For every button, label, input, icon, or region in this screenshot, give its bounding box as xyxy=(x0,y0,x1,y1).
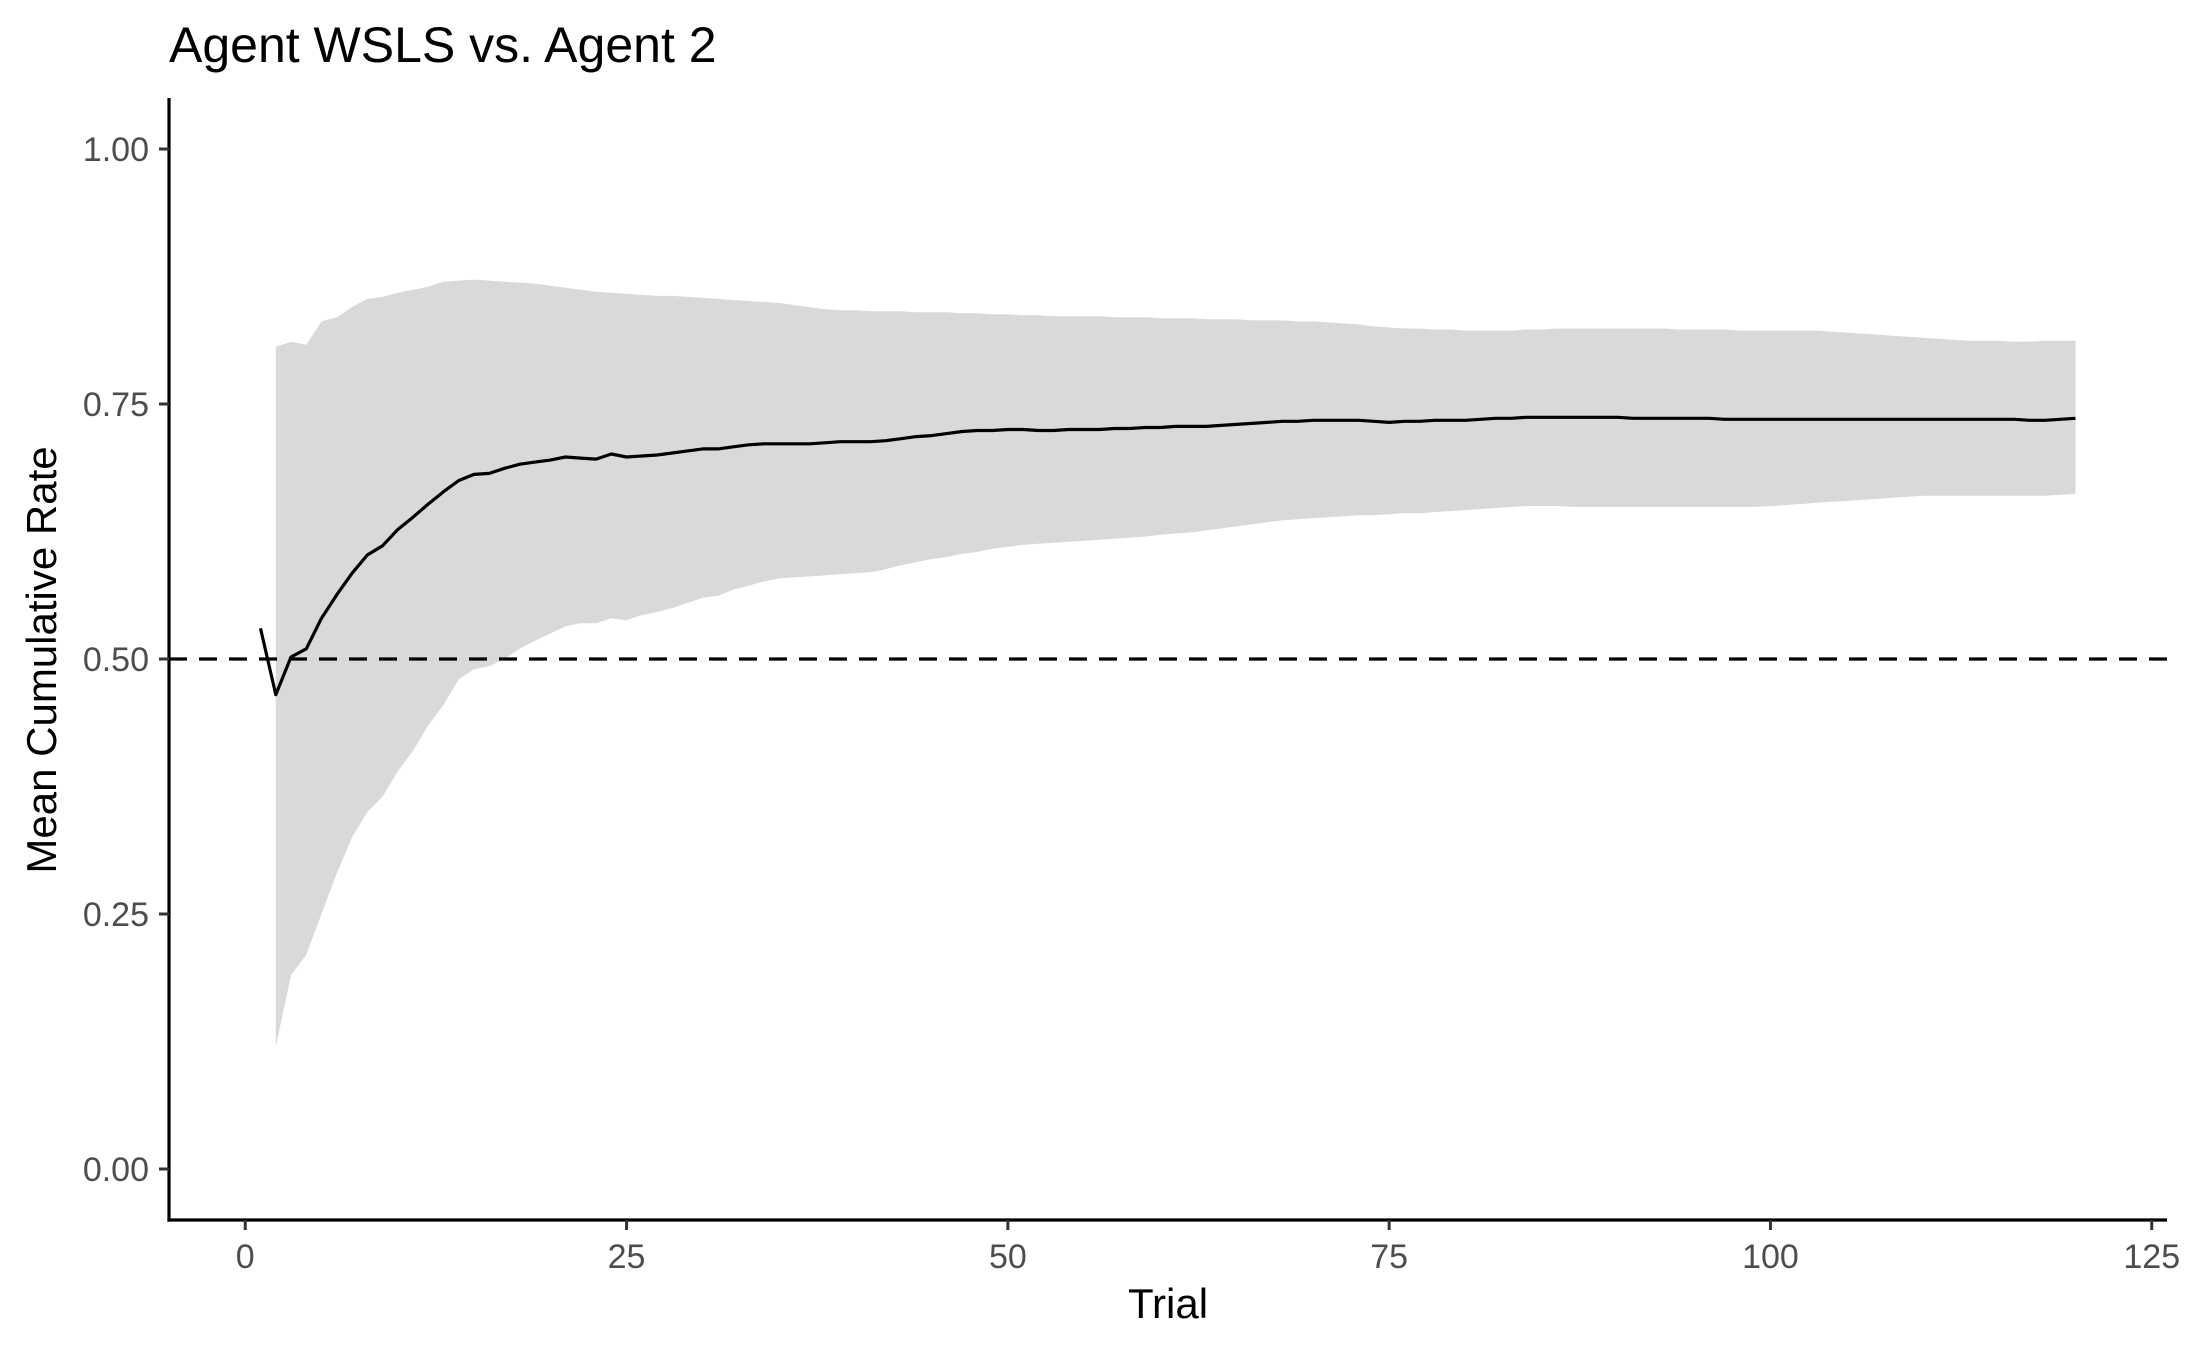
y-tick-label: 0.50 xyxy=(83,641,149,679)
x-tick-label: 50 xyxy=(989,1238,1027,1276)
y-axis-title: Mean Cumulative Rate xyxy=(18,446,65,873)
y-axis-ticks: 0.00 0.25 0.50 0.75 1.00 xyxy=(83,131,169,1189)
x-tick-label: 75 xyxy=(1370,1238,1408,1276)
x-tick-label: 125 xyxy=(2123,1238,2180,1276)
mean-series-line xyxy=(258,415,2076,697)
y-tick-label: 0.25 xyxy=(83,896,149,934)
x-tick-label: 100 xyxy=(1742,1238,1799,1276)
x-tick-label: 0 xyxy=(236,1238,255,1276)
y-tick-label: 1.00 xyxy=(83,131,149,169)
x-axis-title: Trial xyxy=(1128,1280,1208,1327)
y-tick-label: 0.00 xyxy=(83,1151,149,1189)
x-tick-label: 25 xyxy=(608,1238,646,1276)
plot-area xyxy=(169,279,2167,1047)
x-axis-ticks: 0 25 50 75 100 125 xyxy=(236,1220,2180,1276)
y-tick-label: 0.75 xyxy=(83,386,149,424)
confidence-ribbon xyxy=(275,279,2076,1047)
chart-title: Agent WSLS vs. Agent 2 xyxy=(169,17,717,73)
